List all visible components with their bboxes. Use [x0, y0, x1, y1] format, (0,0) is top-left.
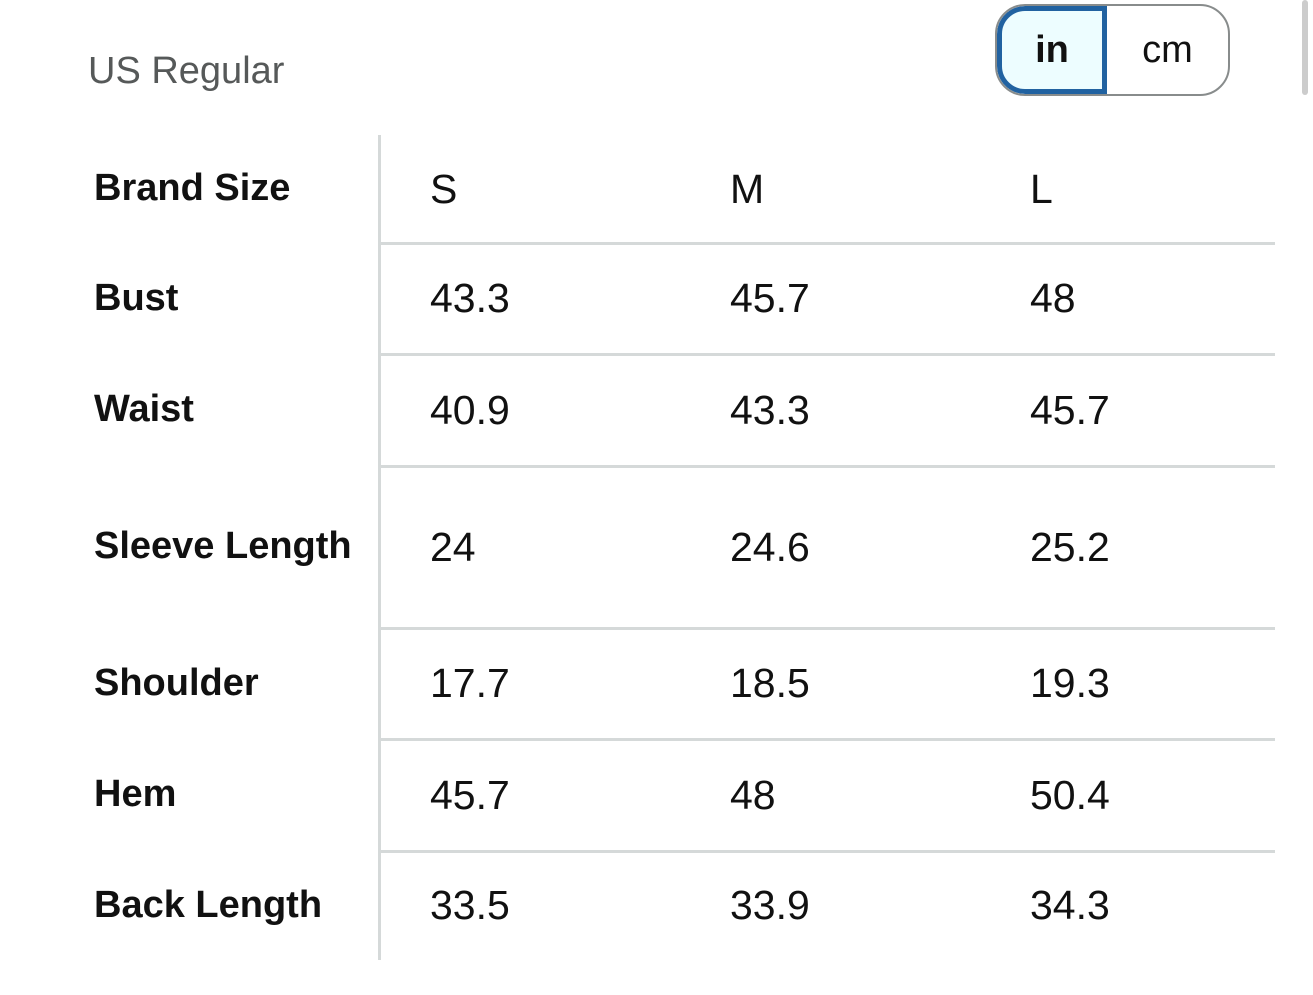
unit-option[interactable]: cm: [1142, 28, 1193, 71]
row-divider: [380, 850, 1275, 853]
row-label: Sleeve Length: [94, 525, 352, 568]
row-label: Bust: [94, 276, 179, 319]
column-header: S: [430, 165, 458, 212]
row-label: Waist: [94, 388, 194, 431]
table-cell: 40.9: [430, 386, 510, 433]
row-divider: [380, 465, 1275, 468]
column-header: M: [730, 165, 765, 212]
table-cell: 19.3: [1030, 660, 1110, 706]
table-cell: 45.7: [430, 771, 510, 818]
row-divider: [380, 627, 1275, 630]
table-cell: 17.7: [430, 660, 510, 706]
table-cell: 50.4: [1030, 771, 1110, 818]
table-cell: 25.2: [1030, 523, 1110, 570]
table-cell: 48: [1030, 275, 1076, 321]
scrollbar: [1302, 0, 1308, 95]
row-label: Brand Size: [94, 167, 291, 210]
table-cell: 33.9: [730, 882, 810, 928]
row-label: Shoulder: [94, 661, 259, 704]
column-header: L: [1030, 165, 1053, 212]
table-cell: 33.5: [430, 882, 510, 928]
column-divider: [378, 135, 381, 960]
row-label: Hem: [94, 773, 177, 816]
unit-toggle: in cm: [995, 4, 1230, 96]
row-label: Back Length: [94, 883, 323, 926]
table-cell: 43.3: [730, 386, 810, 433]
unit-option[interactable]: in: [997, 6, 1107, 94]
table-cell: 43.3: [430, 275, 510, 321]
row-divider: [380, 353, 1275, 356]
table-cell: 45.7: [730, 275, 810, 321]
region-label: US Regular: [88, 50, 285, 92]
table-cell: 48: [730, 771, 776, 818]
table-cell: 34.3: [1030, 882, 1110, 928]
table-cell: 24.6: [730, 523, 810, 570]
table-cell: 45.7: [1030, 386, 1110, 433]
row-divider: [380, 738, 1275, 741]
table-cell: 24: [430, 523, 476, 570]
row-divider: [380, 242, 1275, 245]
table-cell: 18.5: [730, 660, 810, 706]
